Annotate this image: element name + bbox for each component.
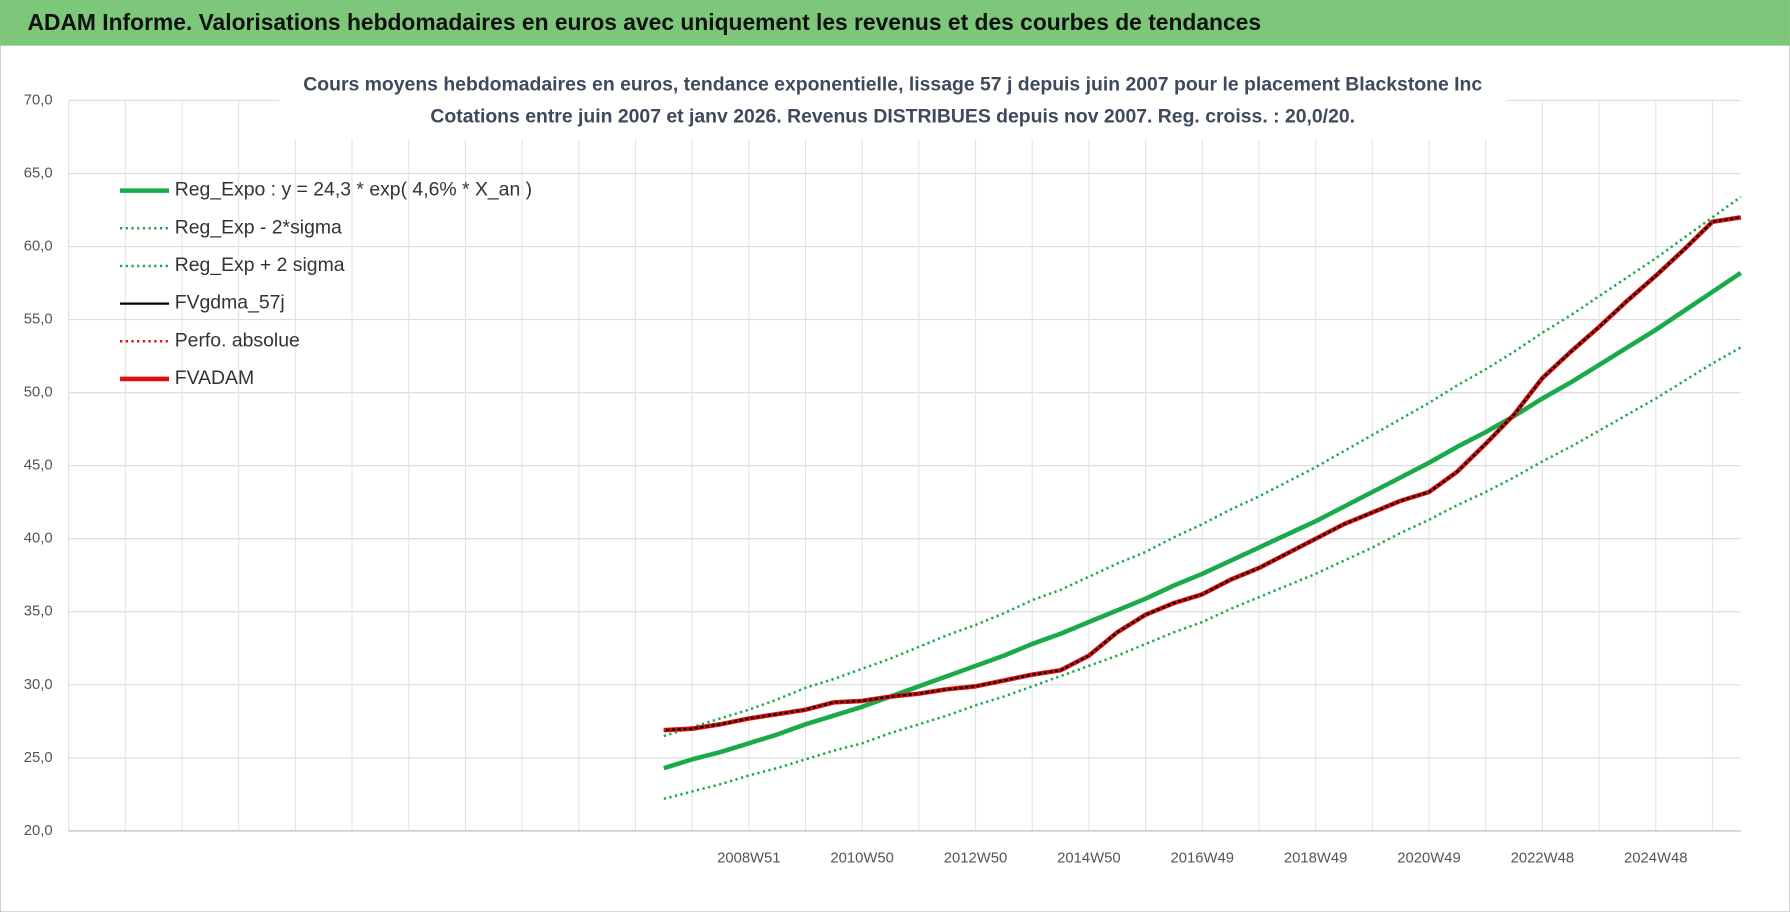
header-bar [0,0,1790,46]
header-title: ADAM Informe. Valorisations hebdomadaire… [28,9,1262,35]
legend-label: Reg_Expo : y = 24,3 * exp( 4,6% * X_an ) [175,179,532,201]
legend-label: FVADAM [175,367,254,389]
series-group [663,195,1743,801]
title-background [279,68,1507,140]
y-tick-label: 55,0 [24,312,53,328]
legend-label: Reg_Exp - 2*sigma [175,216,342,238]
series-line [663,195,1742,738]
x-tick-label: 2018W49 [1284,850,1347,866]
series-line [663,346,1742,801]
grid: 20,0 25,0 30,0 35,0 40,0 45,0 50,0 55,0 60,0 65,0… [24,92,1741,866]
y-tick-label: 45,0 [24,458,53,474]
x-tick-label: 2010W50 [830,850,893,866]
x-tick-label: 2024W48 [1624,850,1687,866]
legend: Reg_Expo : y = 24,3 * exp( 4,6% * X_an )… [119,179,532,389]
y-tick-label: 60,0 [24,238,53,254]
chart-title: Cours moyens hebdomadaires en euros, ten… [303,74,1482,96]
series-line [663,216,1741,732]
x-tick-label: 2022W48 [1511,850,1574,866]
x-tick-label: 2008W51 [717,850,780,866]
y-tick-label: 25,0 [24,750,53,766]
y-tick-label: 65,0 [24,165,53,181]
legend-label: FVgdma_57j [175,292,285,314]
y-tick-label: 20,0 [24,823,53,839]
y-tick-label: 40,0 [24,531,53,547]
y-tick-label: 70,0 [24,92,53,108]
x-tick-label: 2014W50 [1057,850,1120,866]
y-tick-label: 30,0 [24,677,53,693]
legend-label: Perfo. absolue [175,329,300,351]
chart-subtitle: Cotations entre juin 2007 et janv 2026. … [430,106,1355,128]
series-line [663,270,1743,771]
x-tick-label: 2012W50 [944,850,1007,866]
x-tick-label: 2016W49 [1171,850,1234,866]
y-tick-label: 35,0 [24,604,53,620]
x-tick-label: 2020W49 [1397,850,1460,866]
legend-label: Reg_Exp + 2 sigma [175,254,345,276]
y-tick-label: 50,0 [24,385,53,401]
